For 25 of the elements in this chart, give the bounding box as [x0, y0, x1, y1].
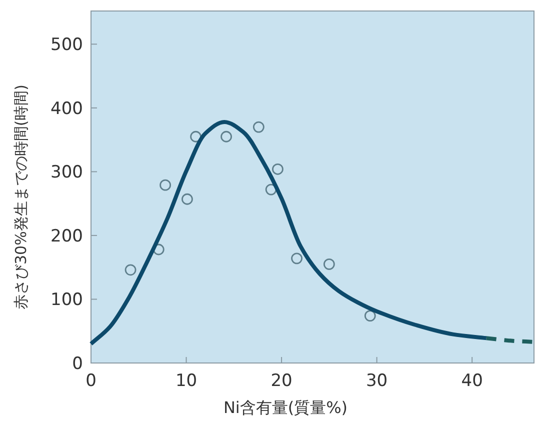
point [220, 130, 232, 142]
point [252, 121, 264, 133]
x-tick-label: 30 [366, 371, 388, 391]
x-axis-title: Ni含有量(質量%) [223, 398, 348, 417]
point [265, 184, 277, 196]
x-tick-label: 0 [86, 371, 96, 391]
x-tick-label: 10 [175, 371, 198, 391]
point [364, 310, 376, 322]
x-tick-label: 20 [270, 371, 292, 391]
point [190, 130, 202, 142]
y-tick-label: 100 [50, 290, 83, 310]
point [291, 252, 302, 264]
x-tick-label: 40 [461, 371, 483, 391]
point [272, 163, 284, 175]
y-axis-title: 赤さび30%発生までの時間(時間) [12, 84, 30, 310]
y-tick-label: 500 [50, 35, 83, 56]
point [323, 258, 335, 270]
point [124, 264, 136, 276]
y-tick-label: 400 [50, 98, 83, 119]
y-tick-label: 200 [50, 226, 83, 246]
y-tick-label: 300 [50, 162, 83, 183]
point [160, 179, 172, 191]
point [182, 193, 193, 205]
y-tick-label: 0 [72, 354, 83, 374]
line-series [89, 120, 488, 346]
